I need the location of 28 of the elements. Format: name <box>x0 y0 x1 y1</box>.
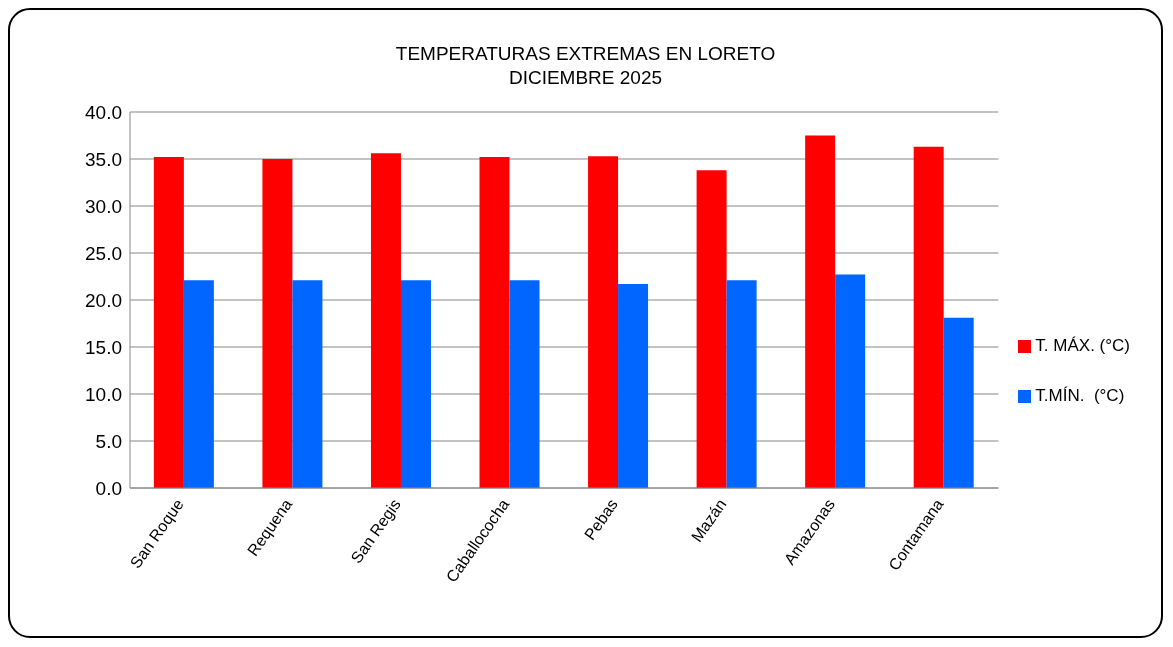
bar <box>618 284 649 488</box>
bar <box>943 317 974 488</box>
bar <box>726 280 757 488</box>
bar <box>370 153 401 488</box>
bar <box>509 280 540 488</box>
bar <box>262 159 293 488</box>
bar <box>913 146 944 488</box>
y-tick-label: 20.0 <box>85 289 122 311</box>
y-tick-label: 30.0 <box>85 195 122 217</box>
y-tick-label: 40.0 <box>85 101 122 123</box>
y-tick-label: 15.0 <box>85 336 122 358</box>
bar <box>588 156 619 488</box>
bar <box>400 280 431 488</box>
y-tick-label: 0.0 <box>95 477 122 499</box>
y-tick-label: 10.0 <box>85 383 122 405</box>
bar <box>292 280 323 488</box>
legend-label: T.MÍN. (°C) <box>1035 386 1125 405</box>
bar <box>479 157 510 488</box>
bar <box>835 274 866 488</box>
chart-title: TEMPERATURAS EXTREMAS EN LORETO DICIEMBRE 2025 <box>395 43 776 88</box>
y-tick-label: 35.0 <box>85 148 122 170</box>
bar <box>805 135 836 488</box>
bar <box>183 280 214 488</box>
bar <box>153 157 184 488</box>
bar <box>696 170 727 488</box>
y-tick-label: 25.0 <box>85 242 122 264</box>
y-tick-label: 5.0 <box>95 430 122 452</box>
legend-label: T. MÁX. (°C) <box>1035 336 1130 355</box>
